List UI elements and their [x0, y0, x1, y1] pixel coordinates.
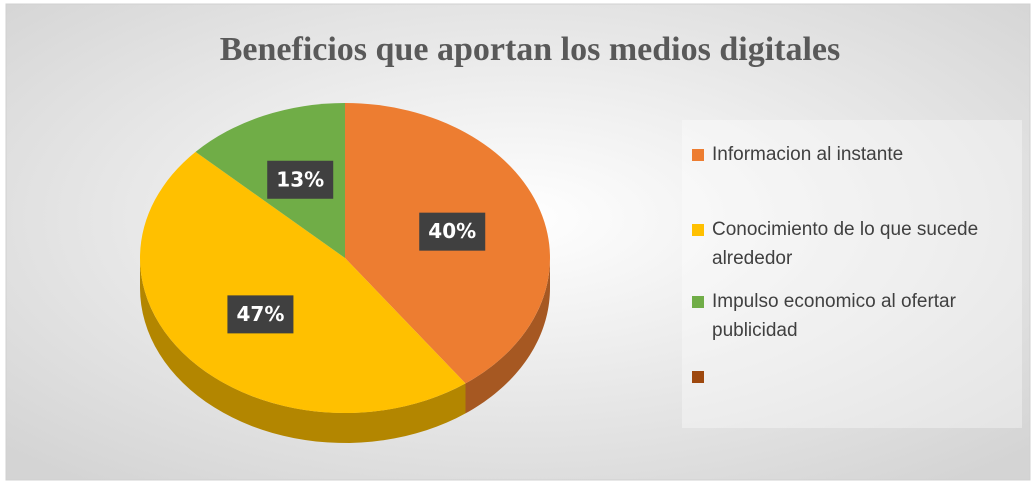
legend-swatch	[692, 296, 704, 308]
legend-label: Impulso economico al ofertar publicidad	[712, 291, 956, 341]
legend-swatch	[692, 149, 704, 161]
legend-entry: Informacion al instante	[692, 140, 1017, 169]
pie: 40% 47% 13%	[139, 102, 551, 443]
legend: Informacion al instante Conocimiento de l…	[682, 120, 1022, 428]
data-label: 13%	[276, 167, 324, 191]
chart-title: Beneficios que aportan los medios digita…	[220, 31, 841, 68]
slice-side	[140, 258, 466, 443]
legend-entry: Impulso economico al ofertar publicidad	[692, 287, 1017, 345]
data-label: 40%	[428, 219, 476, 243]
data-label-box	[227, 295, 294, 334]
data-label-box	[267, 160, 334, 199]
data-label-box	[419, 212, 486, 251]
slice	[139, 151, 466, 414]
legend-swatch	[692, 224, 704, 236]
legend-label: Conocimiento de lo que sucede alrededor	[712, 219, 979, 269]
data-label: 47%	[236, 302, 284, 326]
legend-entry: Conocimiento de lo que sucede alrededor	[692, 215, 1017, 273]
legend-swatch	[692, 371, 704, 383]
legend-label: Informacion al instante	[712, 144, 904, 165]
slice-side	[465, 258, 550, 414]
